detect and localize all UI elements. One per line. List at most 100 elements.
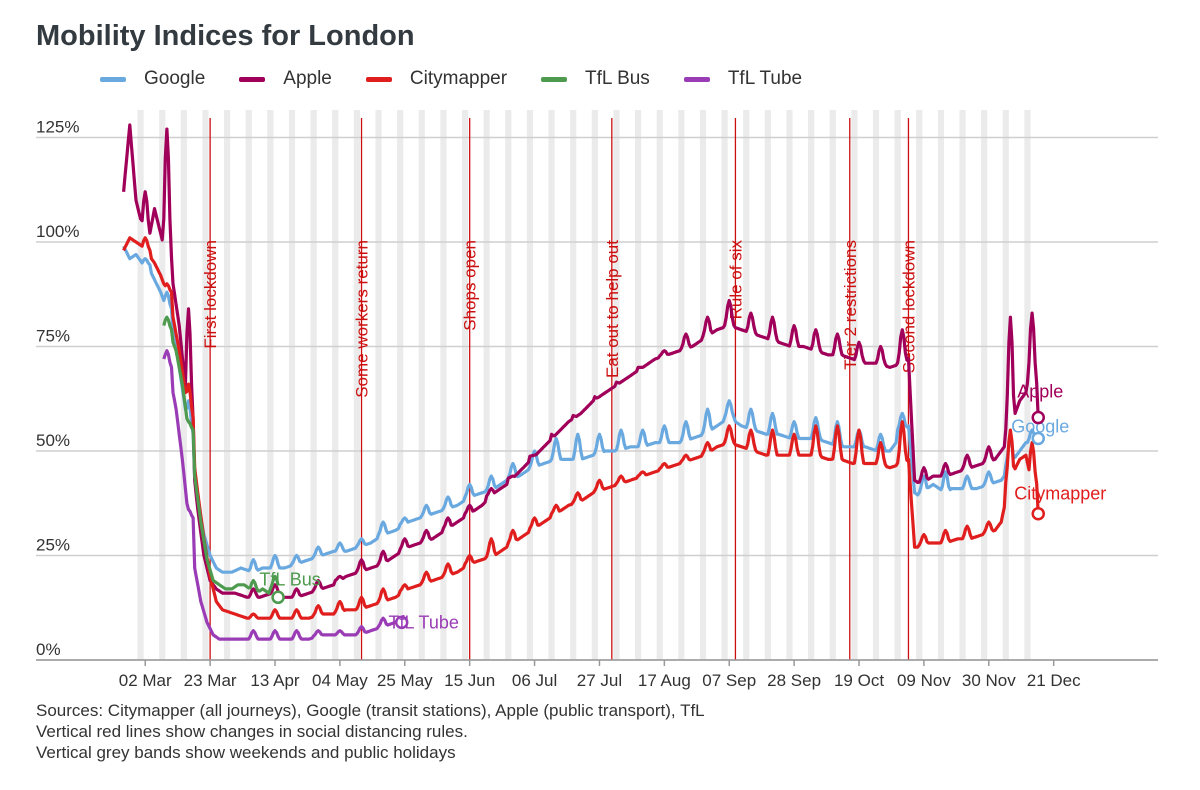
- legend-label: Apple: [283, 68, 332, 89]
- weekend-band: [743, 110, 750, 660]
- event-label: Some workers return: [353, 240, 372, 398]
- series-end-labels: Google Apple Citymapper TfL Bus TfL Tube: [259, 382, 1106, 633]
- series-end-label: Citymapper: [1014, 484, 1106, 504]
- y-tick-label: 75%: [36, 327, 70, 346]
- series-end-label: TfL Bus: [259, 569, 320, 589]
- series-end-marker: [1031, 431, 1045, 446]
- weekend-band: [288, 110, 296, 660]
- weekend-band: [1002, 110, 1009, 660]
- event-label: First lockdown: [201, 240, 220, 349]
- chart-title: Mobility Indices for London: [36, 20, 415, 52]
- x-tick-label: 02 Mar: [119, 671, 172, 690]
- weekend-band: [440, 110, 447, 660]
- weekend-band: [461, 110, 469, 660]
- weekend-band: [526, 110, 534, 660]
- y-tick-label: 25%: [36, 536, 70, 555]
- x-tick-label: 30 Nov: [962, 671, 1016, 690]
- legend-label: Citymapper: [409, 68, 508, 89]
- y-tick-label: 0%: [36, 640, 61, 659]
- legend-swatch: [239, 76, 266, 82]
- y-tick-label: 125%: [36, 118, 79, 137]
- weekend-band: [505, 110, 512, 660]
- series-end-marker: [271, 590, 285, 605]
- weekend-band: [137, 110, 144, 660]
- event-label: Second lockdown: [899, 240, 918, 373]
- weekend-band: [483, 110, 490, 660]
- legend-swatch: [541, 76, 568, 82]
- weekend-band: [937, 110, 944, 660]
- legend-swatch: [683, 76, 710, 82]
- weekend-band: [894, 110, 901, 660]
- weekend-band: [353, 110, 360, 660]
- y-tick-label: 100%: [36, 222, 79, 241]
- weekend-band: [159, 110, 166, 660]
- weekend-band: [397, 110, 404, 660]
- chart-footnotes: Sources: Citymapper (all journeys), Goog…: [36, 700, 705, 763]
- series-line-tfl-bus: [162, 315, 280, 595]
- series-lines: [122, 123, 1040, 641]
- series-end-label: Apple: [1017, 382, 1063, 402]
- series-end-marker: [1031, 410, 1045, 425]
- x-axis: 02 Mar 23 Mar 13 Apr 04 May 25 May 15 Jun 06 J…: [119, 660, 1081, 690]
- weekend-band: [872, 110, 880, 660]
- weekend-band: [916, 110, 923, 660]
- legend-item: Citymapper: [365, 68, 508, 90]
- series-end-label: TfL Tube: [389, 612, 459, 632]
- weekend-band: [959, 110, 966, 660]
- series-line-tfl-tube: [162, 349, 402, 641]
- legend-item: TfL Tube: [683, 68, 803, 90]
- x-tick-label: 21 Dec: [1027, 671, 1081, 690]
- series-end-marker: [394, 615, 409, 630]
- weekend-band: [656, 110, 663, 660]
- legend-item: TfL Bus: [541, 68, 650, 90]
- legend-item: Apple: [239, 68, 332, 90]
- chart-legend: Google Apple Citymapper TfL Bus TfL Tube: [100, 66, 836, 92]
- x-tick-label: 23 Mar: [184, 671, 237, 690]
- weekend-band: [245, 110, 252, 660]
- series-line-citymapper: [122, 236, 1040, 620]
- x-tick-label: 15 Jun: [444, 671, 495, 690]
- legend-swatch: [365, 76, 392, 82]
- weekend-band: [548, 110, 555, 660]
- weekend-band: [375, 110, 382, 660]
- series-end-marker: [1031, 506, 1045, 521]
- x-tick-label: 13 Apr: [250, 671, 299, 690]
- red-lines-note: Vertical red lines show changes in socia…: [36, 722, 468, 741]
- weekend-band: [634, 110, 642, 660]
- event-label: Rule of six: [726, 240, 745, 320]
- x-tick-label: 07 Sep: [702, 671, 756, 690]
- weekend-band: [808, 110, 815, 660]
- series-line-apple: [122, 123, 1040, 599]
- x-tick-label: 25 May: [377, 671, 433, 690]
- x-tick-label: 19 Oct: [834, 671, 884, 690]
- weekend-band: [267, 110, 274, 660]
- legend-label: TfL Bus: [585, 68, 650, 89]
- weekend-band: [310, 110, 317, 660]
- legend-item: Google: [100, 68, 205, 90]
- legend-label: Google: [144, 68, 206, 89]
- mobility-chart: First lockdown Some workers return Shops o…: [36, 110, 1158, 690]
- weekend-band: [851, 110, 858, 660]
- x-tick-label: 06 Jul: [512, 671, 557, 690]
- x-tick-label: 28 Sep: [767, 671, 821, 690]
- legend-swatch: [100, 76, 126, 82]
- weekend-band: [418, 110, 425, 660]
- weekend-band: [721, 110, 728, 660]
- series-line-google: [122, 245, 1040, 574]
- grey-bands-note: Vertical grey bands show weekends and pu…: [36, 743, 456, 762]
- x-tick-label: 17 Aug: [638, 671, 691, 690]
- y-axis: 0% 25% 50% 75% 100% 125%: [36, 118, 1158, 661]
- weekend-band: [202, 110, 209, 660]
- legend-label: TfL Tube: [727, 68, 803, 89]
- weekend-band: [678, 110, 685, 660]
- weekend-band: [570, 110, 577, 660]
- weekend-band: [591, 110, 598, 660]
- weekend-band: [829, 110, 836, 660]
- weekend-band: [699, 110, 707, 660]
- weekend-band: [786, 110, 793, 660]
- weekend-band: [332, 110, 339, 660]
- weekend-band: [224, 110, 231, 660]
- event-lines: First lockdown Some workers return Shops o…: [201, 118, 918, 660]
- series-end-label: Google: [1011, 416, 1069, 436]
- x-tick-label: 09 Nov: [897, 671, 951, 690]
